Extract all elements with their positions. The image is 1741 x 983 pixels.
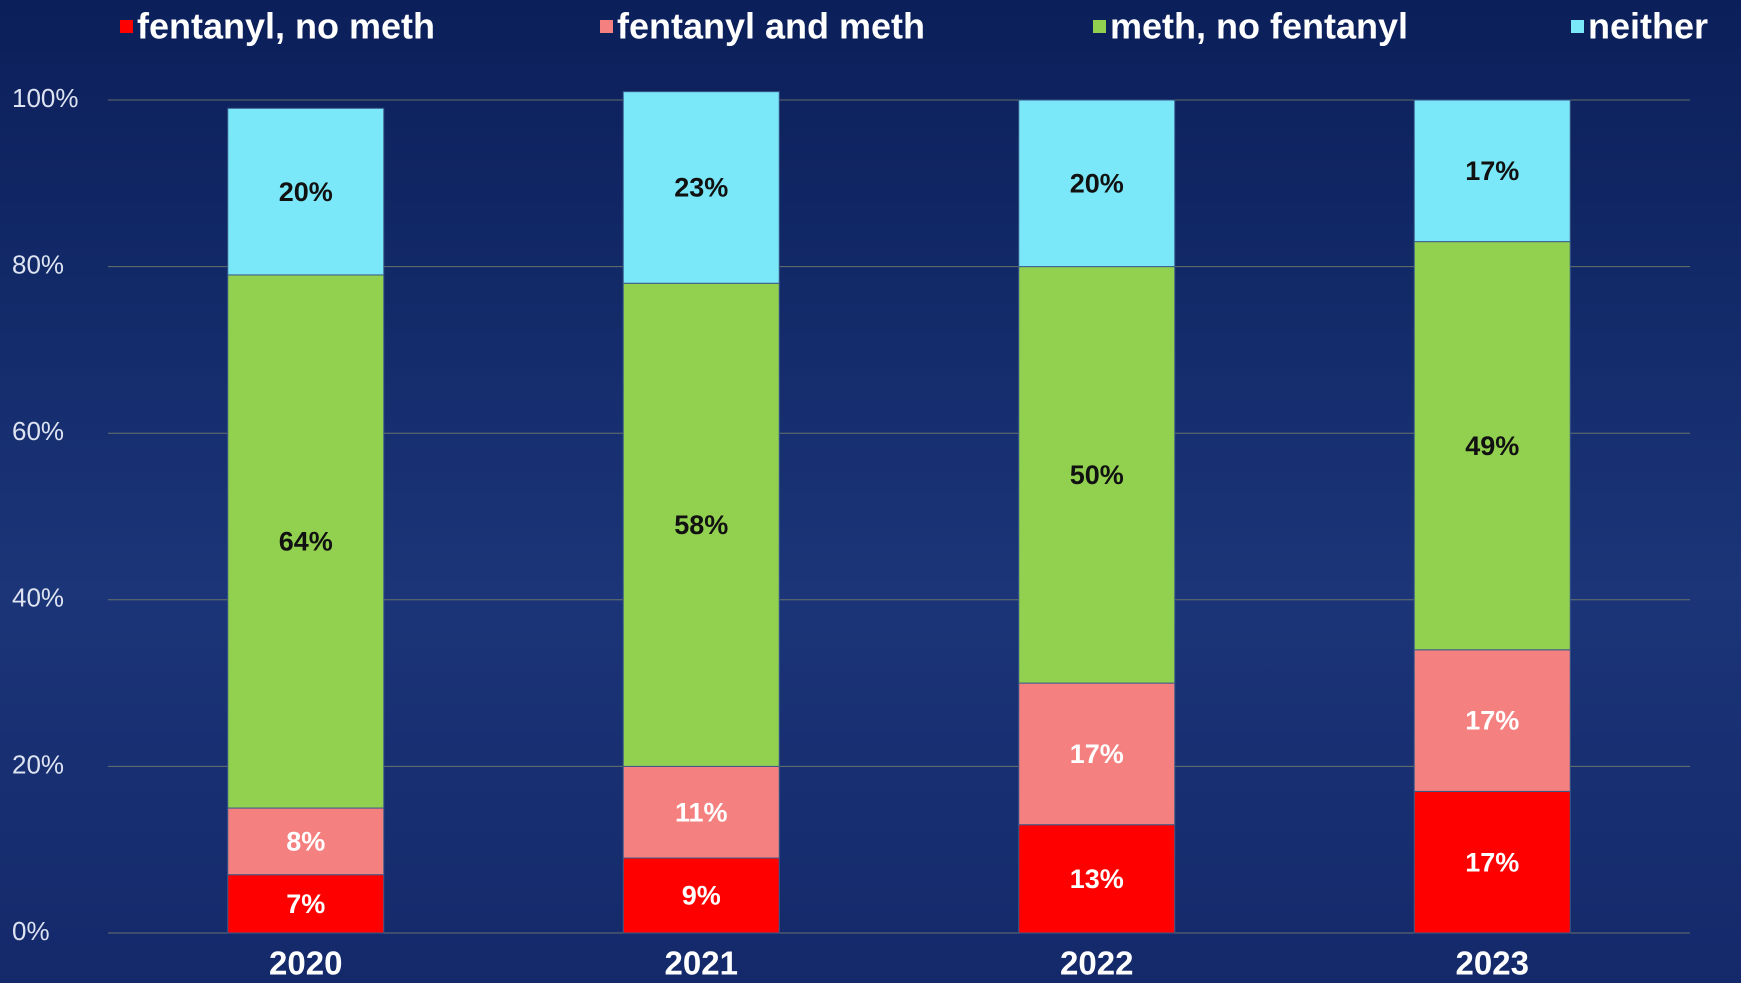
x-tick-label: 2021 — [665, 945, 738, 982]
value-label: 11% — [675, 797, 728, 827]
chart: 0% 20% 40% 60% 80% 100% fentanyl, no meth fenta… — [0, 0, 1741, 983]
value-label: 20% — [1070, 168, 1124, 198]
legend-swatch — [1093, 20, 1106, 33]
value-label: 50% — [1070, 460, 1124, 490]
value-label: 17% — [1070, 739, 1124, 769]
legend-label: neither — [1588, 6, 1708, 47]
legend-label: fentanyl, no meth — [137, 6, 435, 47]
value-label: 13% — [1070, 864, 1124, 894]
value-label: 7% — [286, 889, 325, 919]
x-tick-label: 2022 — [1060, 945, 1133, 982]
legend-label: fentanyl and meth — [617, 6, 925, 47]
value-label: 17% — [1465, 706, 1519, 736]
legend-swatch — [120, 20, 133, 33]
y-tick-label: 100% — [12, 83, 79, 113]
value-label: 64% — [279, 527, 333, 557]
y-tick-label: 20% — [12, 749, 64, 779]
value-label: 8% — [286, 826, 325, 856]
value-label: 49% — [1465, 431, 1519, 461]
value-label: 9% — [682, 881, 721, 911]
legend-label: meth, no fentanyl — [1110, 6, 1408, 47]
y-tick-label: 80% — [12, 249, 64, 279]
x-tick-label: 2023 — [1456, 945, 1529, 982]
value-label: 23% — [674, 173, 728, 203]
value-label: 17% — [1465, 156, 1519, 186]
y-tick-label: 0% — [12, 916, 50, 946]
y-tick-label: 60% — [12, 416, 64, 446]
value-label: 20% — [279, 177, 333, 207]
y-tick-label: 40% — [12, 583, 64, 613]
value-label: 58% — [674, 510, 728, 540]
x-tick-label: 2020 — [269, 945, 342, 982]
value-label: 17% — [1465, 847, 1519, 877]
legend-swatch — [600, 20, 613, 33]
legend-swatch — [1571, 20, 1584, 33]
